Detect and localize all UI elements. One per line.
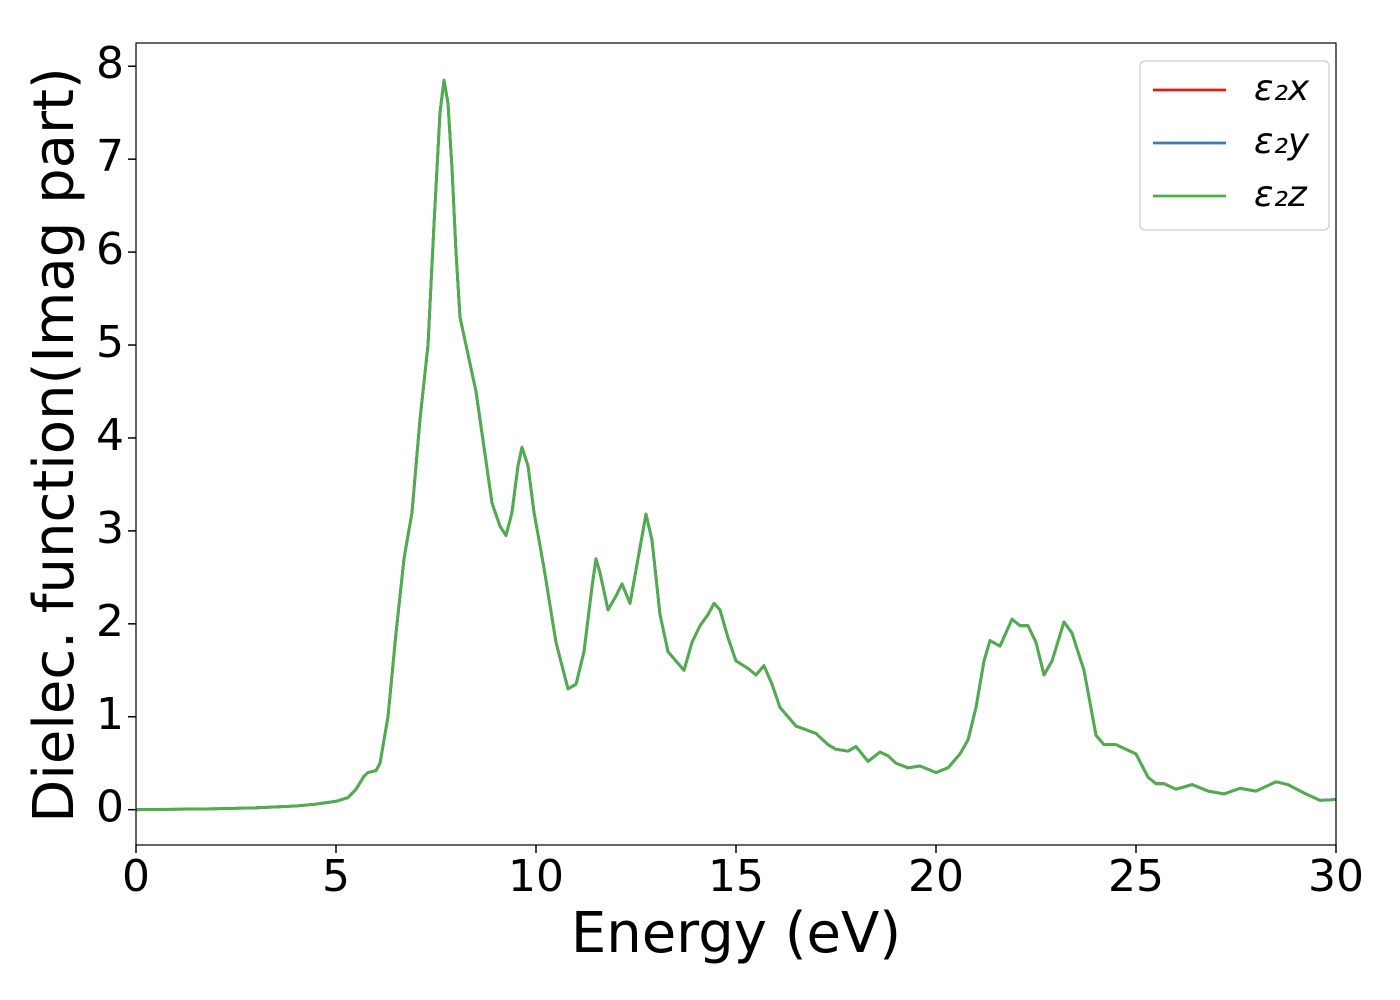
- y-tick-label: 2: [96, 596, 124, 647]
- legend-label: ε₂x: [1254, 68, 1310, 109]
- y-tick-label: 8: [96, 38, 124, 89]
- x-tick-label: 25: [1108, 851, 1164, 902]
- y-tick-label: 3: [96, 503, 124, 554]
- legend-label: ε₂y: [1254, 121, 1310, 162]
- x-axis-label: Energy (eV): [571, 901, 901, 966]
- x-tick-label: 5: [322, 851, 350, 902]
- x-tick-label: 15: [708, 851, 764, 902]
- plot-frame: [135, 42, 1337, 846]
- y-tick-label: 5: [96, 317, 124, 368]
- legend-box: [1139, 60, 1330, 231]
- y-tick-label: 6: [96, 224, 124, 275]
- legend-label: ε₂z: [1254, 174, 1308, 215]
- y-axis-label: Dielec. function(Imag part): [22, 67, 87, 823]
- y-tick-label: 0: [96, 782, 124, 833]
- y-tick-label: 1: [96, 689, 124, 740]
- data-line: [136, 78, 1336, 812]
- x-tick-label: 30: [1308, 851, 1364, 902]
- x-tick-label: 0: [122, 851, 150, 902]
- y-tick-label: 4: [96, 410, 124, 461]
- y-tick-label: 7: [96, 131, 124, 182]
- x-tick-label: 10: [508, 851, 564, 902]
- x-tick-label: 20: [908, 851, 964, 902]
